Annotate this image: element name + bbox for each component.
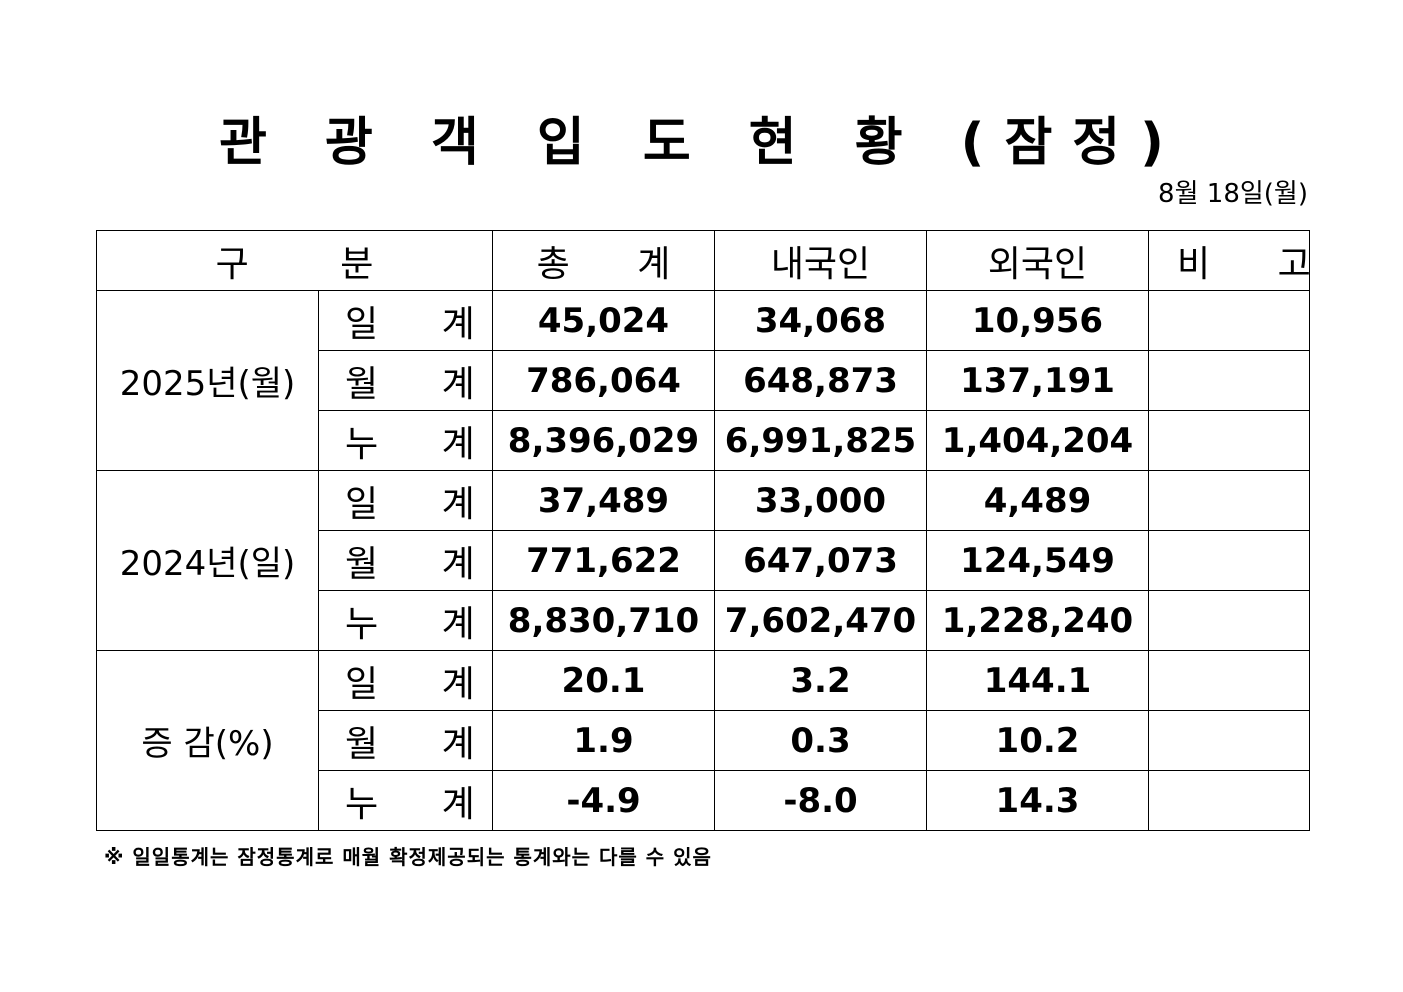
foreign-value: 10,956	[926, 290, 1149, 351]
table-row: 월 계 771,622 647,073 124,549	[97, 530, 1310, 591]
table-row: 누 계 8,396,029 6,991,825 1,404,204	[97, 410, 1310, 471]
row-label: 누 계	[318, 410, 493, 471]
foreign-value: 1,404,204	[926, 410, 1149, 471]
foreign-value: 14.3	[926, 770, 1149, 831]
table-row: 2024년(일) 일 계 37,489 33,000 4,489	[96, 470, 1310, 651]
remarks-value	[1148, 470, 1310, 531]
total-value: -4.9	[492, 770, 715, 831]
remarks-value	[1148, 650, 1310, 711]
group-label: 2024년(일)	[96, 470, 319, 651]
foreign-value: 4,489	[926, 470, 1149, 531]
header-foreign: 외국인	[926, 230, 1149, 291]
domestic-value: 7,602,470	[714, 590, 927, 651]
table-row: 누 계 8,830,710 7,602,470 1,228,240	[97, 590, 1310, 651]
remarks-value	[1148, 290, 1310, 351]
remarks-value	[1148, 590, 1310, 651]
table-row: 증 감(%) 일 계 20.1 3.2 144.1	[96, 650, 1310, 831]
total-value: 1.9	[492, 710, 715, 771]
row-label: 누 계	[318, 590, 493, 651]
foreign-value: 137,191	[926, 350, 1149, 411]
domestic-value: 33,000	[714, 470, 927, 531]
total-value: 8,396,029	[492, 410, 715, 471]
remarks-value	[1148, 770, 1310, 831]
report-date: 8월 18일(월)	[1158, 179, 1308, 209]
row-label: 월 계	[318, 350, 493, 411]
header-remarks: 비 고	[1148, 230, 1310, 291]
domestic-value: 647,073	[714, 530, 927, 591]
domestic-value: 34,068	[714, 290, 927, 351]
row-label: 월 계	[318, 710, 493, 771]
row-label: 누 계	[318, 770, 493, 831]
domestic-value: 3.2	[714, 650, 927, 711]
foreign-value: 124,549	[926, 530, 1149, 591]
foreign-value: 1,228,240	[926, 590, 1149, 651]
domestic-value: 6,991,825	[714, 410, 927, 471]
header-total: 총 계	[492, 230, 715, 291]
header-category: 구 분	[96, 230, 493, 291]
visitor-stats-table: 구 분 총 계 내국인 외국인 비 고 2025년(월) 일 계 45,024 …	[96, 230, 1310, 831]
group-label: 증 감(%)	[96, 650, 319, 831]
total-value: 786,064	[492, 350, 715, 411]
domestic-value: -8.0	[714, 770, 927, 831]
header-domestic: 내국인	[714, 230, 927, 291]
remarks-value	[1148, 410, 1310, 471]
table-row: 누 계 -4.9 -8.0 14.3	[97, 770, 1310, 831]
row-label: 일 계	[318, 470, 493, 531]
total-value: 45,024	[492, 290, 715, 351]
foreign-value: 10.2	[926, 710, 1149, 771]
table-row: 2025년(월) 일 계 45,024 34,068 10,956	[96, 290, 1310, 471]
remarks-value	[1148, 530, 1310, 591]
foreign-value: 144.1	[926, 650, 1149, 711]
row-label: 월 계	[318, 530, 493, 591]
group-label: 2025년(월)	[96, 290, 319, 471]
domestic-value: 0.3	[714, 710, 927, 771]
remarks-value	[1148, 350, 1310, 411]
row-label: 일 계	[318, 650, 493, 711]
total-value: 37,489	[492, 470, 715, 531]
footnote: ※ 일일통계는 잠정통계로 매월 확정제공되는 통계와는 다를 수 있음	[104, 845, 712, 869]
table-header-row: 구 분 총 계 내국인 외국인 비 고	[96, 230, 1310, 291]
total-value: 771,622	[492, 530, 715, 591]
domestic-value: 648,873	[714, 350, 927, 411]
row-label: 일 계	[318, 290, 493, 351]
table-row: 월 계 1.9 0.3 10.2	[97, 710, 1310, 771]
remarks-value	[1148, 710, 1310, 771]
total-value: 8,830,710	[492, 590, 715, 651]
total-value: 20.1	[492, 650, 715, 711]
page-title: 관 광 객 입 도 현 황 (잠정)	[219, 113, 1184, 173]
